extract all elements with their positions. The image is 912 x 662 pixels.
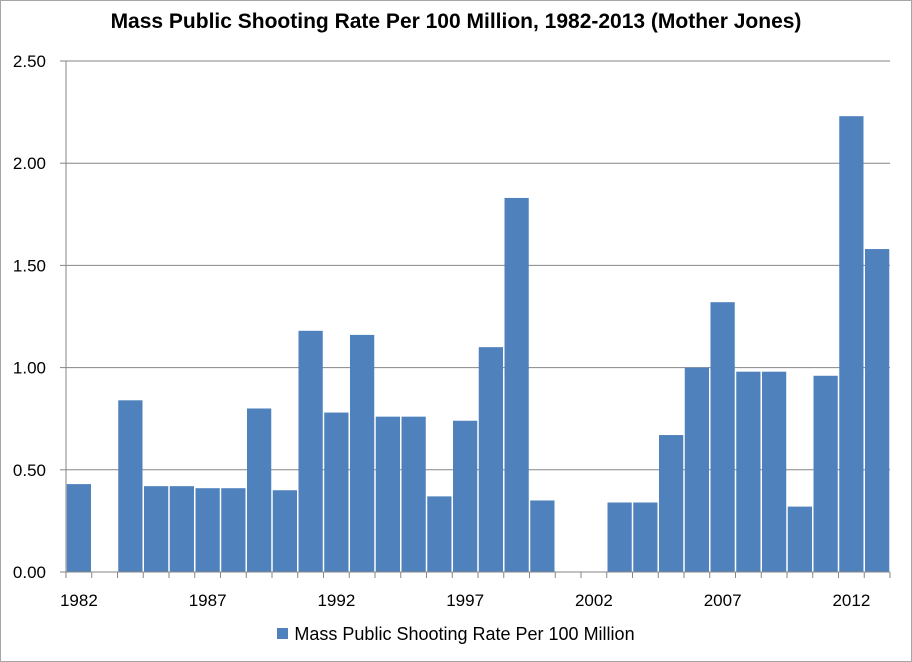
x-tick-label: 2007 — [704, 591, 742, 610]
legend-label: Mass Public Shooting Rate Per 100 Millio… — [294, 624, 635, 644]
bar-2010 — [787, 506, 812, 572]
bar-1982 — [66, 484, 91, 572]
y-tick-label: 0.50 — [13, 461, 46, 480]
x-tick-label: 1987 — [189, 591, 227, 610]
bar-1988 — [221, 488, 246, 572]
bar-2005 — [659, 435, 684, 572]
bar-1991 — [298, 330, 323, 572]
bar-2011 — [813, 375, 838, 572]
bar-1993 — [350, 334, 375, 572]
bar-1985 — [144, 486, 169, 572]
bar-1996 — [427, 496, 452, 572]
legend: Mass Public Shooting Rate Per 100 Millio… — [0, 624, 912, 645]
bar-1994 — [375, 416, 400, 572]
y-tick-label: 0.00 — [13, 563, 46, 582]
y-tick-label: 1.00 — [13, 359, 46, 378]
bar-1997 — [453, 420, 478, 572]
bar-2012 — [839, 116, 864, 573]
bar-2003 — [607, 502, 632, 572]
bar-1990 — [272, 490, 297, 572]
bar-1989 — [247, 408, 272, 572]
x-tick-label: 1982 — [60, 591, 98, 610]
bar-1984 — [118, 400, 143, 572]
bar-2009 — [762, 371, 787, 572]
bar-2013 — [865, 249, 890, 572]
bar-2000 — [530, 500, 555, 572]
bar-1995 — [401, 416, 426, 572]
x-tick-label: 2012 — [832, 591, 870, 610]
bar-1999 — [504, 197, 529, 572]
bar-2007 — [710, 302, 735, 572]
bar-2006 — [684, 367, 709, 572]
x-tick-label: 2002 — [575, 591, 613, 610]
y-tick-label: 2.50 — [13, 52, 46, 71]
bar-2004 — [633, 502, 658, 572]
bar-1998 — [478, 347, 503, 572]
x-tick-label: 1992 — [317, 591, 355, 610]
y-tick-label: 1.50 — [13, 256, 46, 275]
x-tick-label: 1997 — [446, 591, 484, 610]
chart-title: Mass Public Shooting Rate Per 100 Millio… — [110, 10, 802, 33]
bar-2008 — [736, 371, 761, 572]
bar-1992 — [324, 412, 349, 572]
legend-swatch — [277, 628, 289, 639]
y-tick-label: 2.00 — [13, 154, 46, 173]
bar-1986 — [169, 486, 194, 572]
bar-1987 — [195, 488, 220, 572]
